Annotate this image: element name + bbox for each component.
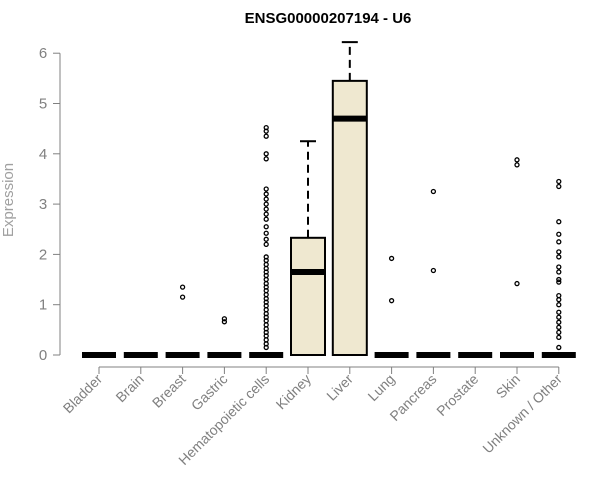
outlier-11-4 (556, 319, 562, 325)
outlier-11-20 (556, 178, 562, 185)
outlier-11-6 (556, 309, 562, 315)
outlier-2-1 (179, 284, 186, 290)
outlier-4-37 (263, 151, 269, 157)
x-tick-label-6: Liver (323, 371, 356, 404)
box-11 (541, 178, 576, 358)
outlier-4-38 (263, 133, 269, 139)
outlier-11-12 (556, 269, 562, 275)
outlier-11-19 (556, 183, 562, 190)
box-rect-5 (290, 236, 326, 356)
outlier-2-0 (179, 294, 186, 300)
outlier-11-10 (556, 279, 562, 285)
outlier-4-27 (263, 230, 269, 236)
x-tick-label-5: Kidney (273, 371, 315, 413)
x-tick-label-10: Skin (493, 371, 524, 402)
outlier-4-31 (263, 206, 269, 212)
outlier-11-18 (556, 219, 562, 225)
box-8 (416, 188, 451, 358)
outlier-4-26 (263, 236, 269, 242)
outlier-8-0 (430, 267, 437, 274)
outlier-7-1 (388, 255, 395, 262)
outlier-11-7 (556, 302, 562, 308)
box-4 (249, 124, 284, 358)
y-tick-label-0: 0 (39, 347, 47, 364)
outlier-11-3 (556, 324, 562, 330)
outlier-4-34 (263, 191, 269, 197)
outlier-4-29 (263, 216, 269, 222)
outlier-10-2 (514, 157, 520, 163)
box-rect-6 (331, 79, 368, 357)
outlier-4-32 (263, 201, 269, 207)
y-tick-label-1: 1 (39, 297, 47, 314)
box-5 (290, 140, 326, 356)
outlier-4-40 (263, 124, 269, 131)
x-tick-label-7: Lung (364, 371, 397, 404)
outlier-4-36 (263, 156, 269, 162)
outlier-11-16 (556, 239, 562, 245)
box-3 (207, 316, 242, 358)
outlier-4-24 (263, 254, 269, 260)
outlier-4-25 (263, 241, 269, 247)
outlier-4-30 (263, 211, 269, 217)
outlier-3-0 (221, 319, 228, 325)
outlier-8-1 (430, 188, 437, 195)
x-tick-label-9: Prostate (433, 371, 481, 419)
y-tick-label-6: 6 (39, 45, 47, 62)
outlier-4-33 (263, 196, 269, 202)
outlier-11-0 (556, 344, 562, 351)
outlier-7-0 (388, 298, 395, 304)
y-tick-label-3: 3 (39, 196, 47, 213)
outlier-3-1 (221, 316, 228, 322)
outlier-11-2 (556, 329, 562, 336)
y-axis-label: Expression (0, 163, 17, 237)
x-tick-label-2: Breast (149, 371, 189, 411)
outlier-11-11 (556, 276, 562, 283)
outlier-11-14 (556, 254, 562, 260)
y-tick-label-5: 5 (39, 96, 47, 113)
outlier-11-17 (556, 231, 562, 237)
y-tick-label-4: 4 (39, 146, 47, 163)
box-6 (331, 41, 368, 357)
y-axis: 0 1 2 3 4 5 6 (39, 45, 61, 364)
x-tick-label-1: Brain (112, 371, 146, 405)
x-tick-label-11: Unknown / Other (479, 371, 565, 457)
outlier-11-9 (556, 292, 562, 299)
outlier-11-1 (556, 334, 562, 341)
x-tick-label-0: Bladder (60, 371, 106, 417)
box-10 (500, 157, 534, 358)
boxes-group (82, 41, 576, 358)
outlier-4-28 (263, 224, 269, 230)
outlier-11-15 (556, 249, 562, 255)
outlier-10-1 (514, 162, 520, 168)
chart-title: ENSG00000207194 - U6 (245, 10, 412, 27)
box-2 (165, 284, 200, 358)
outlier-11-5 (556, 314, 562, 320)
outlier-4-35 (263, 186, 269, 192)
y-tick-label-2: 2 (39, 246, 47, 263)
box-7 (374, 255, 409, 358)
outlier-10-0 (514, 280, 520, 287)
outlier-11-13 (556, 264, 562, 270)
